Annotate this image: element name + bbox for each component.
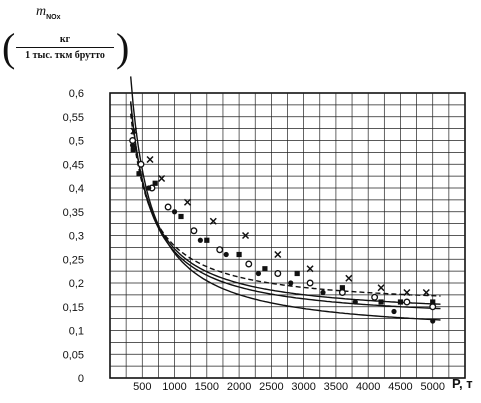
y-tick-label: 0,5 — [69, 136, 84, 148]
fit-curve — [130, 76, 441, 321]
data-point-square — [397, 299, 404, 305]
data-point-cross — [242, 231, 250, 240]
data-point-square — [294, 270, 300, 277]
data-point-cross — [306, 265, 314, 273]
data-point-square — [378, 299, 384, 305]
data-point-square — [236, 251, 242, 258]
y-tick-label: 0,45 — [63, 159, 84, 171]
right-parenthesis: ) — [116, 25, 130, 70]
x-tick-label: 5000 — [420, 381, 444, 393]
y-tick-label: 0,6 — [69, 88, 84, 100]
data-point-dot — [352, 299, 358, 305]
x-tick-label: 4000 — [356, 381, 380, 393]
data-point-dot — [391, 308, 397, 315]
data-point-dot — [136, 171, 142, 177]
data-point-dot — [171, 209, 178, 215]
x-axis-label: P, т — [452, 376, 473, 391]
data-point-cross — [130, 127, 138, 135]
x-tick-label: 1000 — [162, 381, 186, 393]
data-point-dot — [255, 270, 262, 277]
x-tick-label: 3000 — [291, 381, 315, 393]
data-point-circle — [129, 137, 137, 144]
data-point-circle — [371, 293, 379, 301]
data-point-circle — [274, 270, 282, 277]
y-axis-unit-label: mNOx ( кг 1 тыс. ткм брутто ) — [0, 0, 130, 80]
fraction-bar — [16, 47, 114, 48]
y-tick-label: 0,55 — [63, 112, 84, 124]
data-point-square — [339, 285, 345, 291]
data-point-circle — [306, 279, 314, 287]
data-point-square — [152, 180, 158, 186]
y-tick-label: 0,35 — [63, 207, 84, 219]
data-point-circle — [429, 303, 437, 311]
x-tick-label: 1500 — [195, 381, 219, 393]
y-tick-label: 0,05 — [63, 349, 84, 361]
unit-denominator: 1 тыс. ткм брутто — [25, 50, 105, 61]
x-tick-label: 2500 — [259, 381, 283, 393]
y-tick-label: 0,15 — [63, 302, 84, 314]
data-point-cross — [345, 274, 353, 282]
grid — [109, 92, 466, 379]
y-tick-label: 0,25 — [63, 254, 84, 266]
unit-fraction: кг 1 тыс. ткм брутто — [14, 34, 116, 61]
fit-curves — [130, 76, 441, 321]
x-tick-label: 4500 — [388, 381, 412, 393]
y-tick-label: 0 — [78, 373, 84, 385]
data-point-square — [204, 237, 210, 243]
data-point-dot — [223, 251, 229, 258]
data-point-circle — [245, 260, 253, 268]
data-point-cross — [274, 250, 282, 259]
y-tick-label: 0,2 — [69, 278, 84, 290]
data-point-circle — [403, 298, 411, 306]
data-point-circle — [338, 289, 346, 296]
y-tick-label: 0,1 — [69, 326, 84, 338]
data-point-circle — [164, 203, 172, 211]
data-point-dot — [430, 318, 436, 324]
data-point-square — [262, 266, 268, 272]
y-tick-label: 0,4 — [69, 183, 84, 195]
x-tick-label: 3500 — [324, 381, 348, 393]
data-point-dot — [197, 237, 203, 243]
data-point-cross — [403, 288, 411, 297]
data-point-cross — [209, 217, 217, 225]
data-point-cross — [422, 288, 430, 297]
data-point-square — [430, 299, 436, 305]
fit-curve — [130, 101, 441, 310]
data-point-cross — [158, 174, 166, 183]
data-point-circle — [137, 160, 145, 168]
data-point-dot — [146, 185, 152, 191]
data-point-cross — [183, 198, 191, 206]
tick-labels: 0 0,05 0,1 0,15 0,2 0,25 0,3 0,35 0,4 0,45 0,5 0,55… — [63, 88, 445, 393]
data-markers — [129, 127, 437, 324]
data-point-dot — [288, 280, 294, 286]
fit-curve — [130, 102, 441, 305]
x-tick-label: 500 — [133, 381, 151, 393]
data-point-cross — [146, 155, 154, 164]
x-tick-label: 2000 — [227, 381, 251, 393]
data-point-dot — [129, 142, 136, 148]
y-axis-symbol: mNOx — [36, 4, 61, 21]
data-point-square — [178, 213, 184, 220]
data-point-square — [130, 147, 136, 153]
data-point-circle — [216, 246, 224, 254]
unit-numerator: кг — [59, 34, 71, 45]
fit-curve — [130, 113, 441, 297]
data-point-circle — [190, 227, 198, 235]
data-point-cross — [377, 284, 385, 292]
y-tick-label: 0,3 — [69, 231, 84, 243]
data-point-dot — [320, 289, 326, 296]
left-parenthesis: ( — [2, 25, 16, 70]
